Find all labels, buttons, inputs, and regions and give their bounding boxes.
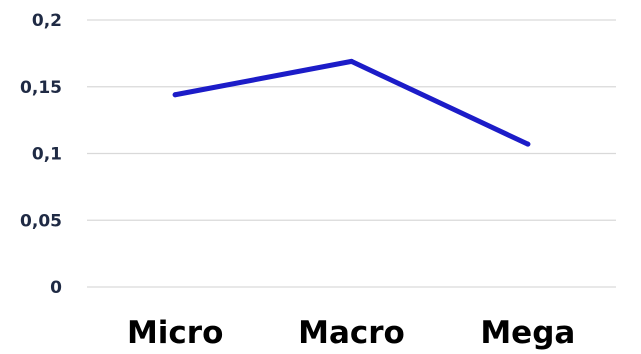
x-axis-tick-labels: Micro Macro Mega xyxy=(127,315,575,351)
data-point xyxy=(349,58,354,64)
y-axis-tick-labels: 0 0,05 0,1 0,15 0,2 xyxy=(20,11,62,298)
y-tick-label: 0,2 xyxy=(32,11,62,31)
x-tick-label: Mega xyxy=(480,315,575,351)
y-tick-label: 0 xyxy=(50,278,62,298)
series-line xyxy=(172,58,531,147)
x-tick-label: Micro xyxy=(127,315,223,351)
data-point xyxy=(172,92,178,98)
data-point xyxy=(525,141,531,147)
series-layer xyxy=(172,58,531,147)
x-tick-label: Macro xyxy=(298,315,405,351)
y-tick-label: 0,15 xyxy=(20,78,62,98)
gridlines xyxy=(87,19,616,288)
y-tick-label: 0,05 xyxy=(20,211,62,231)
y-tick-label: 0,1 xyxy=(32,145,62,165)
